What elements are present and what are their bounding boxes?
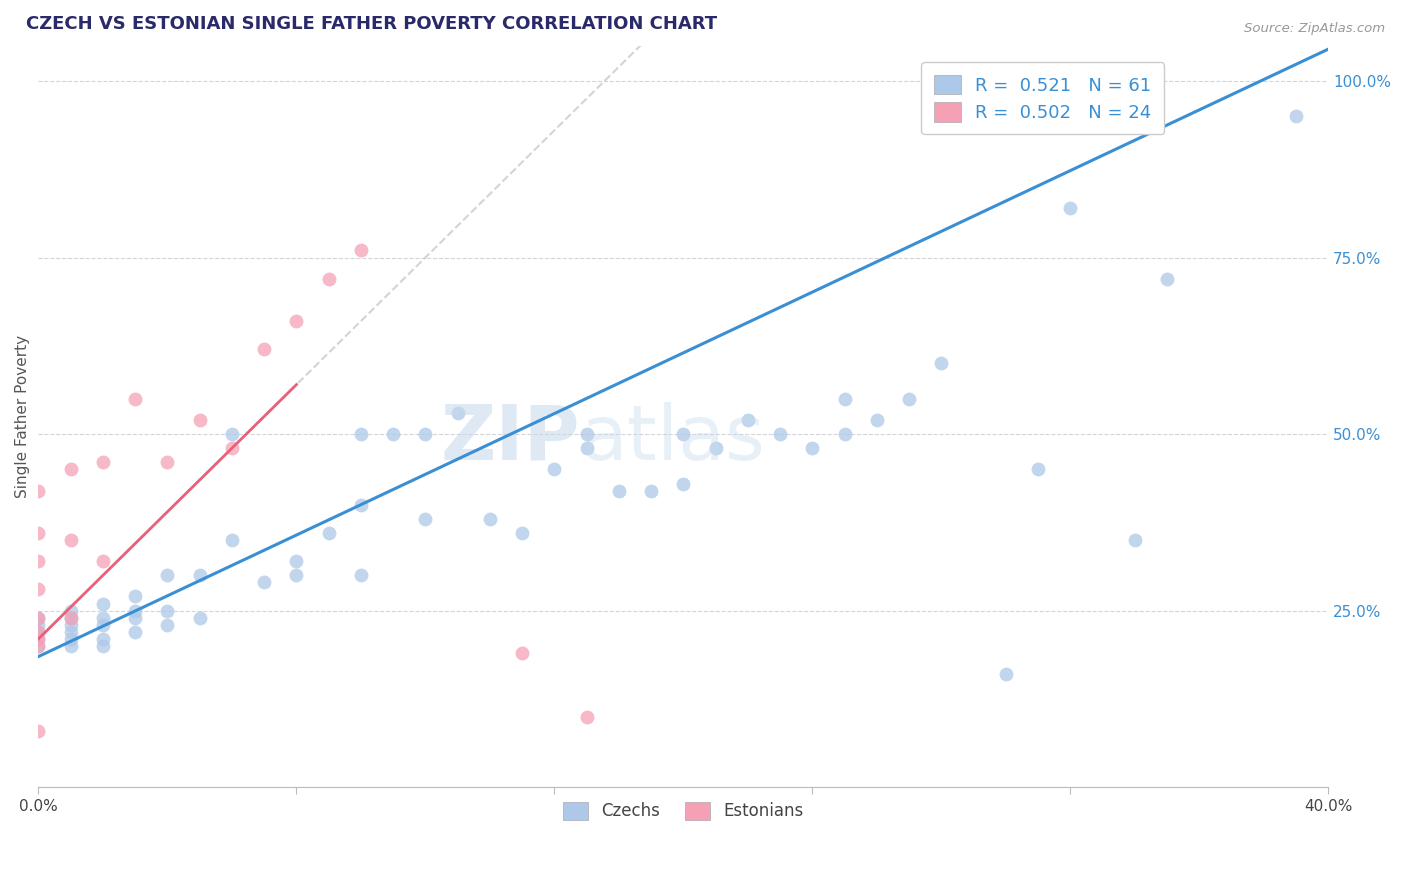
Point (27, 639, 49, 653)
Point (350, 568, 373, 582)
Point (575, 441, 598, 455)
Point (91, 639, 114, 653)
Point (510, 646, 533, 660)
Text: CZECH VS ESTONIAN SINGLE FATHER POVERTY CORRELATION CHART: CZECH VS ESTONIAN SINGLE FATHER POVERTY … (25, 15, 717, 33)
Point (543, 462, 565, 476)
Point (27, 582, 49, 597)
Point (350, 427, 373, 442)
Point (898, 392, 921, 406)
Point (382, 427, 405, 442)
Point (607, 483, 630, 498)
Point (350, 498, 373, 512)
Point (59, 610, 82, 624)
Point (59, 533, 82, 547)
Point (91, 610, 114, 624)
Legend: Czechs, Estonians: Czechs, Estonians (557, 795, 810, 827)
Point (285, 314, 308, 328)
Point (91, 597, 114, 611)
Point (27, 624, 49, 639)
Point (834, 427, 856, 442)
Text: ZIP: ZIP (440, 401, 581, 475)
Point (318, 525, 340, 540)
Point (124, 590, 146, 604)
Point (156, 455, 179, 469)
Point (285, 568, 308, 582)
Y-axis label: Single Father Poverty: Single Father Poverty (15, 334, 30, 498)
Point (59, 639, 82, 653)
Point (91, 455, 114, 469)
Point (221, 533, 243, 547)
Point (27, 639, 49, 653)
Text: atlas: atlas (581, 401, 765, 475)
Point (285, 554, 308, 568)
Point (156, 604, 179, 618)
Point (91, 554, 114, 568)
Point (124, 604, 146, 618)
Point (834, 392, 856, 406)
Point (478, 512, 501, 526)
Point (27, 632, 49, 646)
Point (27, 723, 49, 738)
Point (1026, 462, 1049, 476)
Point (672, 476, 695, 491)
Point (415, 427, 437, 442)
Point (866, 413, 889, 427)
Point (318, 271, 340, 285)
Point (27, 483, 49, 498)
Point (672, 427, 695, 442)
Point (1123, 533, 1146, 547)
Point (575, 427, 598, 442)
Point (929, 356, 952, 370)
Point (27, 525, 49, 540)
Point (188, 568, 211, 582)
Point (737, 413, 759, 427)
Point (59, 604, 82, 618)
Point (575, 709, 598, 723)
Point (59, 632, 82, 646)
Point (91, 617, 114, 632)
Point (27, 610, 49, 624)
Point (27, 610, 49, 624)
Point (124, 392, 146, 406)
Point (1156, 271, 1178, 285)
Point (446, 406, 468, 420)
Point (59, 610, 82, 624)
Point (221, 427, 243, 442)
Point (188, 610, 211, 624)
Point (253, 343, 276, 357)
Point (704, 441, 727, 455)
Point (640, 483, 662, 498)
Point (801, 441, 824, 455)
Point (27, 554, 49, 568)
Point (350, 244, 373, 258)
Point (994, 667, 1017, 681)
Point (124, 610, 146, 624)
Point (188, 413, 211, 427)
Point (1059, 201, 1081, 215)
Point (59, 617, 82, 632)
Text: Source: ZipAtlas.com: Source: ZipAtlas.com (1244, 22, 1385, 36)
Point (59, 624, 82, 639)
Point (27, 617, 49, 632)
Point (769, 427, 792, 442)
Point (156, 568, 179, 582)
Point (510, 525, 533, 540)
Point (1285, 109, 1308, 123)
Point (59, 462, 82, 476)
Point (415, 512, 437, 526)
Point (27, 632, 49, 646)
Point (27, 624, 49, 639)
Point (156, 617, 179, 632)
Point (124, 624, 146, 639)
Point (91, 632, 114, 646)
Point (253, 575, 276, 590)
Point (221, 441, 243, 455)
